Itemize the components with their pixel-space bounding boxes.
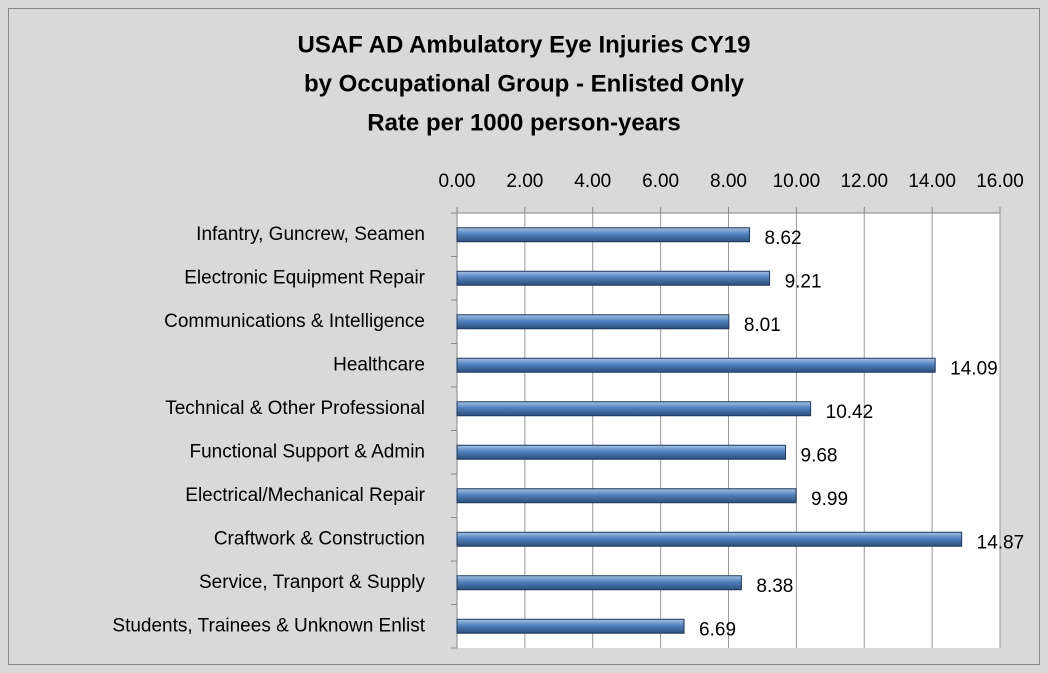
x-tick-label: 6.00 <box>642 171 679 192</box>
bar <box>456 618 685 634</box>
y-tick-label: Functional Support & Admin <box>189 441 425 462</box>
data-label: 9.68 <box>801 445 838 466</box>
y-tick-label: Infantry, Guncrew, Seamen <box>196 224 425 245</box>
y-tick-label: Healthcare <box>333 354 425 375</box>
bar <box>456 575 742 591</box>
data-label: 6.69 <box>699 619 736 640</box>
x-tick-label: 14.00 <box>908 171 956 192</box>
chart-title: USAF AD Ambulatory Eye Injuries CY19 <box>298 31 751 58</box>
data-label: 14.87 <box>977 532 1025 553</box>
bar <box>456 357 936 373</box>
y-tick-label: Electrical/Mechanical Repair <box>185 485 425 506</box>
data-label: 8.01 <box>744 315 781 336</box>
data-label: 9.21 <box>785 271 822 292</box>
bar <box>456 401 812 417</box>
bar <box>456 531 963 547</box>
data-label: 14.09 <box>950 358 998 379</box>
bar <box>456 227 751 243</box>
y-tick-label: Technical & Other Professional <box>165 398 425 419</box>
y-tick-label: Students, Trainees & Unknown Enlist <box>112 615 425 636</box>
bar <box>456 488 797 504</box>
x-tick-label: 16.00 <box>976 171 1024 192</box>
data-label: 9.99 <box>811 489 848 510</box>
x-tick-label: 10.00 <box>773 171 821 192</box>
x-tick-label: 4.00 <box>574 171 611 192</box>
y-tick-label: Service, Tranport & Supply <box>199 572 425 593</box>
x-tick-label: 0.00 <box>439 171 476 192</box>
data-label: 8.62 <box>765 228 802 249</box>
y-tick-label: Craftwork & Construction <box>214 528 425 549</box>
y-tick-label: Electronic Equipment Repair <box>184 267 425 288</box>
bar <box>456 444 787 460</box>
bar <box>456 270 771 286</box>
data-label: 10.42 <box>826 402 874 423</box>
x-tick-label: 8.00 <box>710 171 747 192</box>
data-label: 8.38 <box>756 576 793 597</box>
chart-border <box>8 8 1040 665</box>
chart-title: by Occupational Group - Enlisted Only <box>304 70 745 97</box>
x-tick-label: 12.00 <box>840 171 888 192</box>
y-tick-label: Communications & Intelligence <box>164 311 425 332</box>
chart-title: Rate per 1000 person-years <box>367 109 681 136</box>
bar <box>456 314 730 330</box>
x-tick-label: 2.00 <box>506 171 543 192</box>
